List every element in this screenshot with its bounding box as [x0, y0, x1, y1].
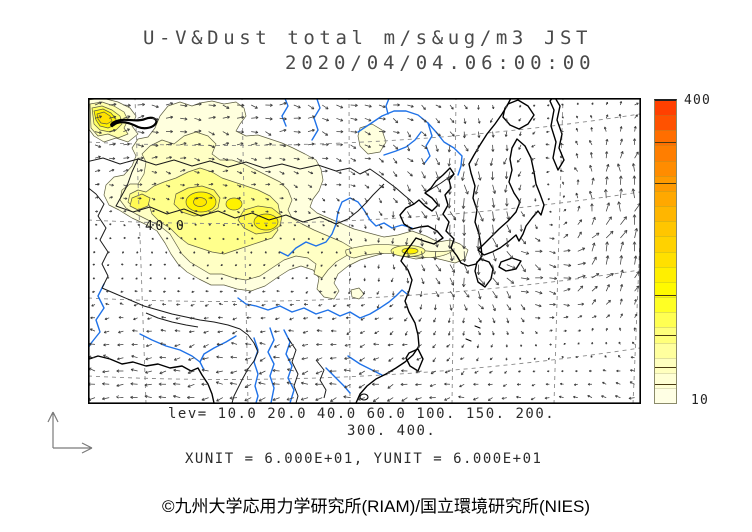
vector-units-label: XUNIT = 6.000E+01, YUNIT = 6.000E+01	[185, 451, 543, 467]
colorbar-tick	[655, 182, 676, 184]
colorbar-band	[655, 342, 676, 358]
colorbar-band	[655, 251, 676, 267]
colorbar-tick	[655, 335, 676, 337]
rivers	[88, 98, 463, 404]
contour-levels-line1: lev= 10.0 20.0 40.0 60.0 100. 150. 200.	[168, 406, 556, 422]
wind-vectors	[88, 101, 641, 403]
colorbar-band	[655, 327, 676, 343]
contour-label-40: 40.0	[145, 219, 186, 234]
colorbar-band	[655, 190, 676, 207]
colorbar-tick	[655, 141, 676, 143]
colorbar-band	[655, 101, 676, 116]
colorbar-band	[655, 312, 676, 328]
map-frame	[88, 98, 641, 404]
colorbar-max-label: 400	[684, 93, 712, 108]
coastlines	[88, 98, 565, 404]
colorbar	[654, 99, 677, 404]
colorbar-band	[655, 160, 676, 176]
chart-timestamp: 2020/04/04.06:00:00	[285, 52, 596, 74]
colorbar-tick	[655, 295, 676, 297]
colorbar-band	[655, 387, 676, 404]
colorbar-bands	[655, 101, 676, 404]
colorbar-tick	[655, 367, 676, 369]
colorbar-band	[655, 206, 676, 222]
axis-orientation-arrows	[47, 411, 93, 454]
colorbar-band	[655, 357, 676, 373]
colorbar-min-label: 10	[691, 393, 710, 408]
wind-arrows-path	[88, 101, 641, 403]
colorbar-band	[655, 266, 676, 282]
colorbar-band	[655, 372, 676, 388]
colorbar-band	[655, 221, 676, 237]
colorbar-band	[655, 297, 676, 313]
colorbar-band	[655, 115, 676, 131]
copyright-notice: ©九州大学応用力学研究所(RIAM)/国立環境研究所(NIES)	[161, 497, 591, 516]
colorbar-band	[655, 236, 676, 252]
colorbar-band	[655, 281, 676, 298]
map-plot: 40.0	[88, 98, 641, 404]
colorbar-tick	[655, 383, 676, 385]
colorbar-band	[655, 130, 676, 146]
x-axis-arrow	[53, 442, 93, 454]
contour-levels-line2: 300. 400.	[347, 423, 437, 439]
y-axis-arrow	[47, 411, 59, 448]
country-borders	[88, 157, 455, 404]
chart-title: U-V&Dust total m/s&ug/m3 JST	[143, 27, 593, 49]
dust-contours	[88, 98, 469, 300]
colorbar-band	[655, 145, 676, 161]
